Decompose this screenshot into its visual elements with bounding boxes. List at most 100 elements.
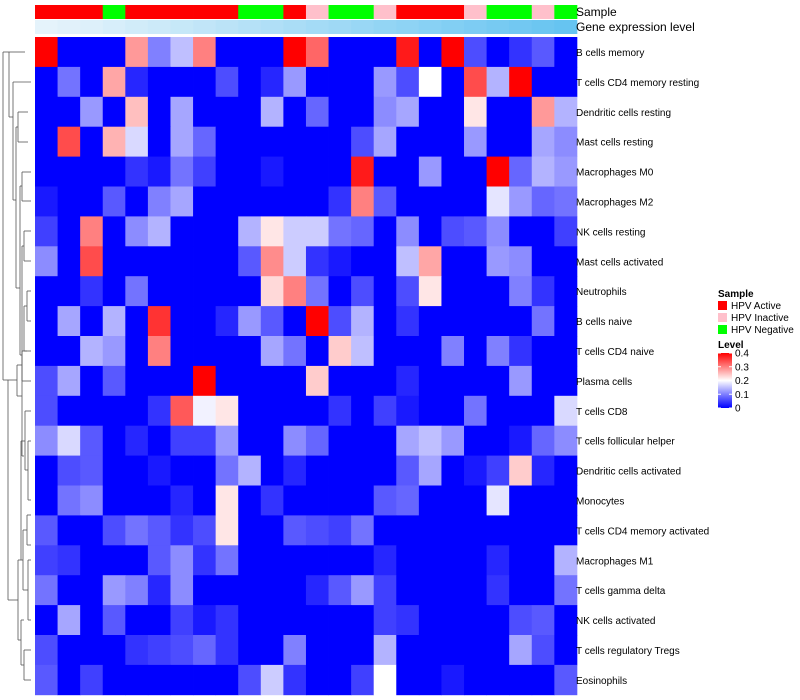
heatmap-cell [215,126,239,157]
expression-annotation-track [35,20,578,34]
expression-annotation-cell [57,20,81,34]
heatmap-cell [80,276,104,307]
heatmap-cell [102,66,126,98]
heatmap-cell [102,365,126,397]
legend-swatch-hpv-active [718,301,727,310]
heatmap-cell [396,156,420,187]
heatmap-cell [35,515,58,546]
heatmap-cell [80,156,104,187]
heatmap-cell [328,246,352,277]
expression-annotation-cell [328,20,352,34]
heatmap-cell [351,425,375,456]
heatmap-cell [328,635,352,666]
heatmap-cell [328,96,352,128]
expression-annotation-cell [170,20,194,34]
heatmap-cell [57,96,81,128]
heatmap-cell [102,425,126,456]
heatmap-cell [215,276,239,307]
heatmap-cell [396,455,420,486]
heatmap-cell [554,306,578,337]
heatmap-cell [418,485,442,516]
sample-annotation-cell [531,5,555,19]
heatmap-cell [351,37,375,68]
heatmap-cell [238,66,262,98]
expression-track-label: Gene expression level [576,20,695,34]
heatmap-cell [193,276,217,307]
heatmap-cell [441,66,465,98]
expression-annotation-cell [441,20,465,34]
heatmap-cell [305,186,329,217]
row-label: Plasma cells [576,377,632,388]
heatmap-cell [396,365,420,397]
heatmap-cell [531,485,555,516]
heatmap-cell [351,515,375,546]
expression-annotation-cell [35,20,58,34]
heatmap-cell [125,96,149,128]
heatmap-cell [531,455,555,486]
heatmap-cell [441,485,465,516]
heatmap-cell [328,365,352,397]
heatmap-cell [441,216,465,247]
heatmap-cell [305,156,329,187]
heatmap-cell [147,126,171,157]
heatmap-cell [170,306,194,337]
heatmap-cell [102,96,126,128]
expression-annotation-cell [147,20,171,34]
heatmap-cell [441,605,465,636]
heatmap-cell [509,365,533,397]
heatmap-cell [283,365,307,397]
heatmap-cell [283,186,307,217]
heatmap-cell [418,545,442,576]
heatmap-cell [193,485,217,516]
heatmap-cell [486,276,510,307]
heatmap-cell [147,186,171,217]
heatmap-cell [441,246,465,277]
heatmap-cell [441,276,465,307]
heatmap-cell [464,605,487,636]
heatmap-cell [351,664,375,696]
heatmap-cell [238,96,262,128]
heatmap-cell [441,186,465,217]
heatmap-cell [486,156,510,187]
heatmap-cell [305,515,329,546]
heatmap-cell [80,635,104,666]
heatmap-cell [464,186,487,217]
heatmap-cell [260,66,284,98]
row-label: T cells CD4 naive [576,347,655,358]
heatmap-cell [147,515,171,546]
expression-annotation-cell [373,20,397,34]
heatmap-cell [418,515,442,546]
heatmap-cell [509,425,533,456]
heatmap-cell [125,605,149,636]
sample-annotation-cell [305,5,329,19]
heatmap-cell [260,425,284,456]
heatmap-cell [328,515,352,546]
row-label: T cells CD8 [576,407,628,418]
heatmap-cell [193,455,217,486]
heatmap-cell [486,485,510,516]
heatmap-cell [193,664,217,696]
row-label: Macrophages M2 [576,197,654,208]
heatmap-cell [283,515,307,546]
heatmap-cell [509,664,533,696]
heatmap-cell [351,126,375,157]
heatmap-cell [305,545,329,576]
heatmap-cell [509,126,533,157]
heatmap-cell [373,96,397,128]
heatmap-cell [80,425,104,456]
heatmap-cell [193,425,217,456]
heatmap-cell [283,575,307,606]
heatmap-cell [464,306,487,337]
heatmap-cell [260,246,284,277]
heatmap-cell [418,336,442,367]
heatmap-cell [170,156,194,187]
heatmap-cell [147,545,171,576]
heatmap-cell [396,216,420,247]
heatmap-cell [102,276,126,307]
heatmap-cell [509,395,533,427]
heatmap-cell [351,186,375,217]
heatmap-cell [351,395,375,427]
heatmap-cell [238,276,262,307]
heatmap-cell [554,246,578,277]
row-label: T cells gamma delta [576,586,666,597]
